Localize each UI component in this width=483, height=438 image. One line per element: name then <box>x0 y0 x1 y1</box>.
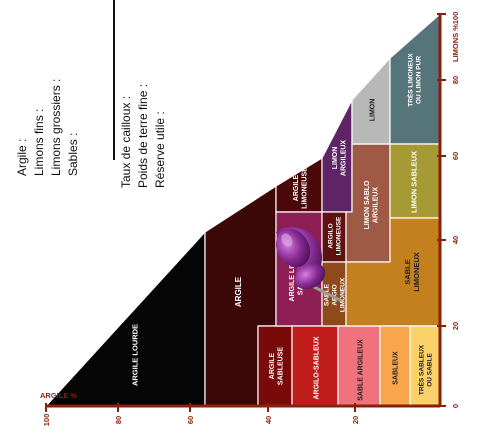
limons-grossiers-label: Limons grossiers : <box>49 78 63 176</box>
zone-label: ARGILO-SABLEUX <box>313 336 320 399</box>
zone-label: ARGILE SABLEUSE <box>269 347 285 385</box>
argile-label: Argile : <box>15 138 29 176</box>
zone-label: ARGILE <box>234 276 243 307</box>
sables-label: Sables : <box>66 132 80 176</box>
limons-axis-title: LIMONS % <box>451 24 460 62</box>
zone-label: TRÈS SABLEUXOU SABLE <box>416 344 433 395</box>
soil-results-labels: Taux de cailloux : Poids de terre fine :… <box>118 84 169 188</box>
limons-tick-label: 60 <box>451 152 460 160</box>
zone-label: LIMON <box>369 99 376 122</box>
limons-tick-label: 80 <box>451 76 460 84</box>
soil-composition-labels: Argile : Limons fins : Limons grossiers … <box>14 79 82 176</box>
limons-tick-label: 0 <box>451 404 460 408</box>
zone-argile-lourde <box>45 231 206 407</box>
limons-tick-label: 40 <box>451 236 460 244</box>
zone-label: SABLE ARGILEUX <box>357 339 364 401</box>
zone-label: LIMON SABLEUX <box>410 151 419 213</box>
limons-tick-label: 100 <box>451 12 460 25</box>
argile-tick-label: 20 <box>351 416 360 424</box>
poids-terre-fine-label: Poids de terre fine : <box>136 83 150 188</box>
argile-tick-label: 80 <box>114 416 123 424</box>
zone-label: ARGILE LIMONEUSE <box>293 167 309 209</box>
argile-tick-label: 60 <box>186 416 195 424</box>
zone-label: LIMON SABLO ARGILEUX <box>364 180 380 230</box>
axis-ticks: 100 80 60 40 20 0 20 40 60 80 100 <box>42 12 460 427</box>
zone-label: ARGILE LOURDE <box>131 324 140 386</box>
zone-label: LIMON ARGILEUX <box>332 140 348 177</box>
limons-tick-label: 20 <box>451 322 460 330</box>
argile-tick-label: 40 <box>264 416 273 424</box>
argile-axis-title: ARGILE % <box>40 391 77 400</box>
argile-tick-label: 100 <box>42 414 51 427</box>
zone-label: SABLELIMONEUX <box>403 252 421 292</box>
push-pin-icon <box>275 227 342 302</box>
zone-label: TRÈS LIMONEUXOU LIMON PUR <box>405 53 422 107</box>
texture-zones <box>45 13 441 407</box>
taux-cailloux-label: Taux de cailloux : <box>119 95 133 188</box>
zone-label: SABLEUX <box>392 351 399 385</box>
reserve-utile-label: Réserve utile : <box>153 111 167 188</box>
zone-label: ARGILOLIMONEUSE <box>327 216 342 255</box>
limons-fins-label: Limons fins : <box>32 108 46 176</box>
section-divider <box>113 0 115 160</box>
